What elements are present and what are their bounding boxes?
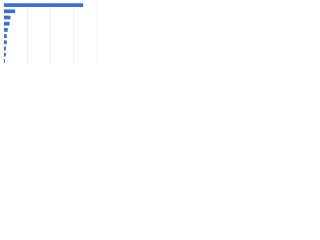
bar bbox=[4, 52, 6, 57]
bar bbox=[4, 28, 8, 32]
chart bbox=[3, 2, 98, 64]
bar bbox=[4, 46, 6, 51]
bar bbox=[4, 3, 84, 7]
bar bbox=[4, 40, 7, 45]
bar bbox=[4, 9, 16, 14]
bar bbox=[4, 21, 10, 26]
bar bbox=[4, 15, 11, 20]
bar bbox=[4, 59, 5, 63]
bar bbox=[4, 34, 7, 38]
